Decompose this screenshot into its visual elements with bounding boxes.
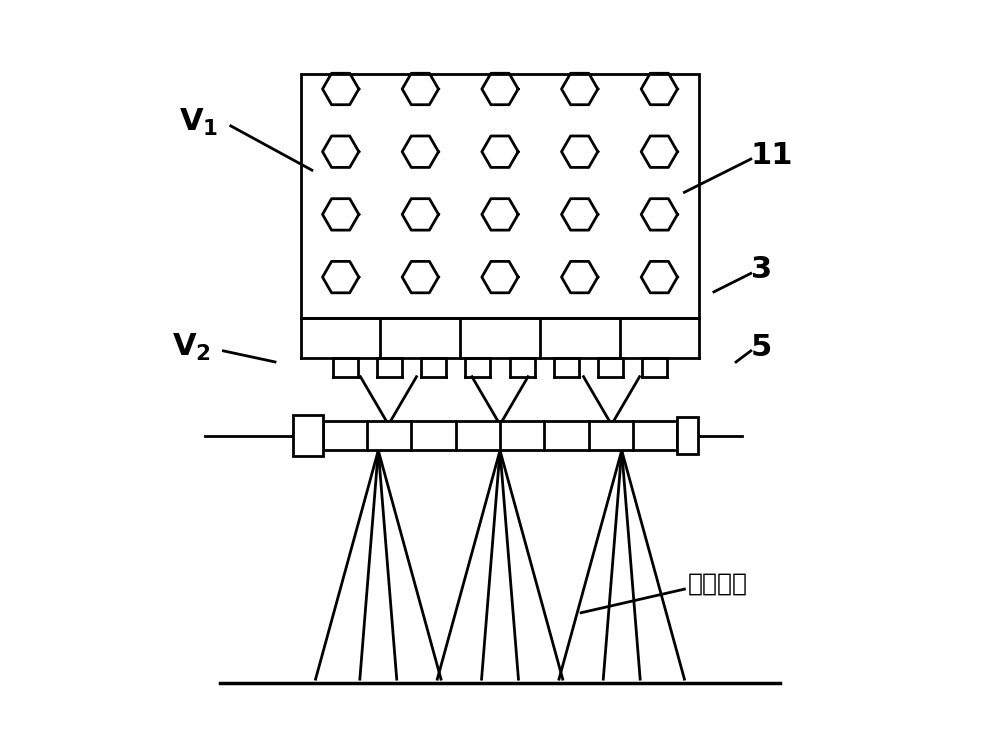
Text: 11: 11 [751,141,793,170]
Text: 静电喷雾: 静电喷雾 [688,571,748,595]
Bar [323,421,677,451]
Text: 5: 5 [751,333,772,362]
Bar [293,416,323,456]
Text: $\mathbf{V_1}$: $\mathbf{V_1}$ [179,107,218,138]
Text: $\mathbf{V_2}$: $\mathbf{V_2}$ [172,332,211,363]
Bar [301,75,699,318]
Bar [677,418,698,454]
Text: 3: 3 [751,255,772,284]
